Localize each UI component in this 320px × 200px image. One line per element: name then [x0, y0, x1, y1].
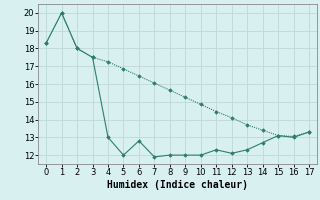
X-axis label: Humidex (Indice chaleur): Humidex (Indice chaleur): [107, 180, 248, 190]
